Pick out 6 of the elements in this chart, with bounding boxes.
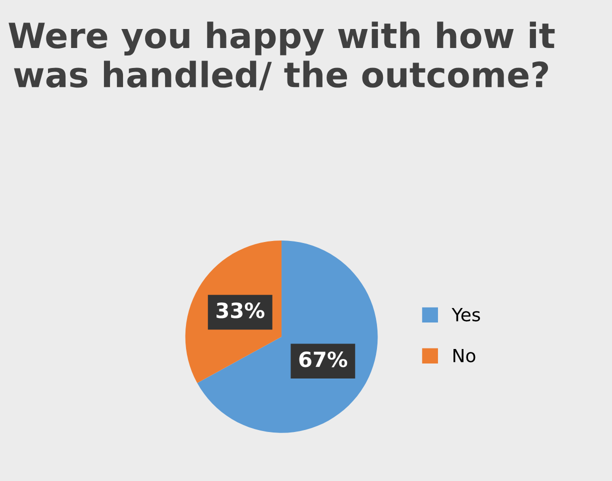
- data-label: 33%: [216, 302, 264, 318]
- legend-label: Yes: [452, 308, 480, 322]
- legend-label: No: [453, 348, 476, 362]
- chart-title: Were you happy with how it was handled/ the outcome?: [8, 22, 555, 90]
- pie-slice: [197, 240, 378, 433]
- data-label: 67%: [299, 351, 348, 368]
